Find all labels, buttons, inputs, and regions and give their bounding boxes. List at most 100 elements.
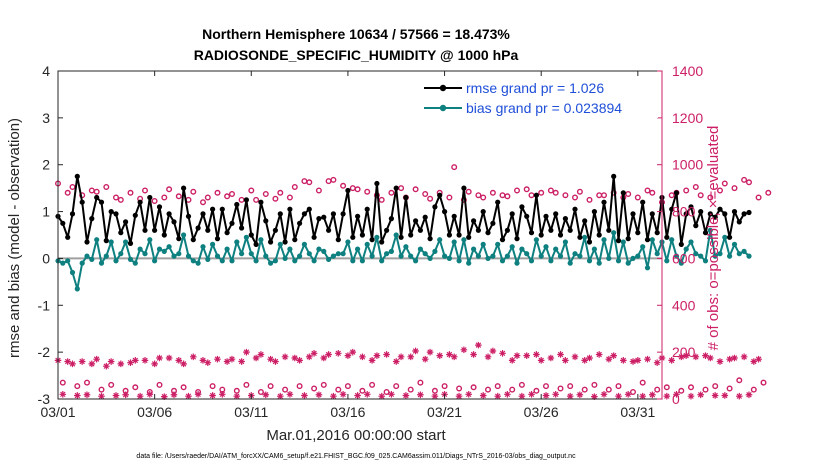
obs-possible-point xyxy=(639,379,646,386)
bias-point xyxy=(582,234,588,240)
obs-possible-point xyxy=(127,189,134,196)
bias-point xyxy=(403,244,409,250)
bias-point xyxy=(698,253,704,259)
bias-point xyxy=(326,256,332,262)
rmse-point xyxy=(403,194,409,201)
rmse-point xyxy=(606,227,612,233)
obs-evaluated-point xyxy=(639,392,646,400)
bias-point xyxy=(398,253,404,259)
rmse-point xyxy=(118,230,124,236)
obs-possible-point xyxy=(388,189,395,196)
rmse-point xyxy=(601,199,607,205)
rmse-point xyxy=(562,216,569,222)
obs-possible-point xyxy=(335,386,342,393)
rmse-point xyxy=(693,223,699,229)
obs-evaluated-point xyxy=(291,354,299,362)
obs-evaluated-point xyxy=(629,358,637,365)
obs-possible-point xyxy=(204,194,211,201)
obs-possible-point xyxy=(581,386,588,393)
bias-series xyxy=(55,227,752,292)
obs-evaluated-point xyxy=(136,392,144,400)
bias-point xyxy=(379,258,385,264)
rmse-point xyxy=(466,234,472,240)
rmse-point xyxy=(364,206,370,212)
obs-evaluated-point xyxy=(475,341,482,349)
bias-point xyxy=(601,237,607,243)
bias-point xyxy=(297,253,303,259)
bias-point xyxy=(79,260,85,266)
bias-point xyxy=(635,253,641,259)
rmse-point xyxy=(475,227,481,233)
bias-point xyxy=(60,260,66,266)
obs-possible-point xyxy=(340,182,347,189)
obs-evaluated-point xyxy=(557,351,564,358)
obs-evaluated-point xyxy=(692,353,700,361)
rmse-point xyxy=(625,236,631,242)
obs-possible-point xyxy=(161,194,168,201)
rmse-point xyxy=(127,240,134,246)
obs-evaluated-point xyxy=(180,360,187,368)
y-left-tick-label: -1 xyxy=(38,297,51,313)
bias-point xyxy=(205,256,211,262)
obs-evaluated-point xyxy=(359,353,366,361)
bias-point xyxy=(596,260,602,266)
obs-possible-point xyxy=(383,389,390,396)
obs-possible-point xyxy=(489,189,496,196)
rmse-point xyxy=(393,185,399,191)
obs-evaluated-point xyxy=(600,391,608,398)
obs-possible-point xyxy=(214,189,221,196)
rmse-point xyxy=(330,211,336,217)
obs-evaluated-point xyxy=(533,351,540,358)
obs-evaluated-point xyxy=(296,357,303,364)
bias-point xyxy=(89,256,95,262)
obs-evaluated-point xyxy=(88,360,96,368)
obs-evaluated-point xyxy=(702,352,709,359)
obs-possible-point xyxy=(543,383,550,390)
bias-point xyxy=(485,255,491,261)
rmse-point xyxy=(437,192,443,198)
bias-point xyxy=(509,244,515,250)
obs-evaluated-point xyxy=(745,391,753,399)
obs-possible-point xyxy=(108,381,115,388)
bias-point xyxy=(272,258,278,264)
obs-evaluated-point xyxy=(175,357,183,364)
bias-point xyxy=(161,248,167,254)
obs-evaluated-point xyxy=(185,392,192,400)
obs-evaluated-point xyxy=(581,357,588,364)
obs-possible-point xyxy=(731,185,738,192)
rmse-point xyxy=(374,180,380,187)
obs-possible-point xyxy=(547,187,554,194)
bias-point xyxy=(219,258,225,264)
bias-point xyxy=(669,237,675,243)
obs-evaluated-point xyxy=(479,392,487,399)
obs-possible-point xyxy=(465,188,472,195)
obs-evaluated-point xyxy=(209,392,216,399)
obs-possible-point xyxy=(253,196,260,203)
rmse-point xyxy=(359,232,365,238)
obs-possible-point xyxy=(228,190,235,197)
rmse-point xyxy=(615,238,622,244)
obs-evaluated-point xyxy=(93,355,100,363)
obs-possible-point xyxy=(431,387,438,394)
obs-possible-point xyxy=(485,386,492,393)
y-right-tick-label: 1200 xyxy=(672,110,703,126)
obs-possible-point xyxy=(741,176,748,183)
bias-point xyxy=(330,253,336,259)
obs-evaluated-point xyxy=(673,391,680,398)
obs-possible-point xyxy=(678,387,685,394)
obs-evaluated-point xyxy=(644,355,651,363)
obs-possible-point xyxy=(480,194,487,201)
obs-evaluated-point xyxy=(571,353,579,361)
obs-possible-point xyxy=(750,386,757,393)
rmse-point xyxy=(123,219,129,225)
obs-possible-point xyxy=(576,188,583,195)
rmse-point xyxy=(210,206,216,212)
rmse-point xyxy=(456,232,462,238)
bias-point xyxy=(741,248,747,254)
bias-point xyxy=(451,239,457,245)
rmse-point xyxy=(369,237,375,243)
obs-evaluated-point xyxy=(605,355,613,363)
obs-evaluated-point xyxy=(330,392,337,400)
bias-point xyxy=(345,239,351,245)
obs-evaluated-point xyxy=(214,355,221,363)
